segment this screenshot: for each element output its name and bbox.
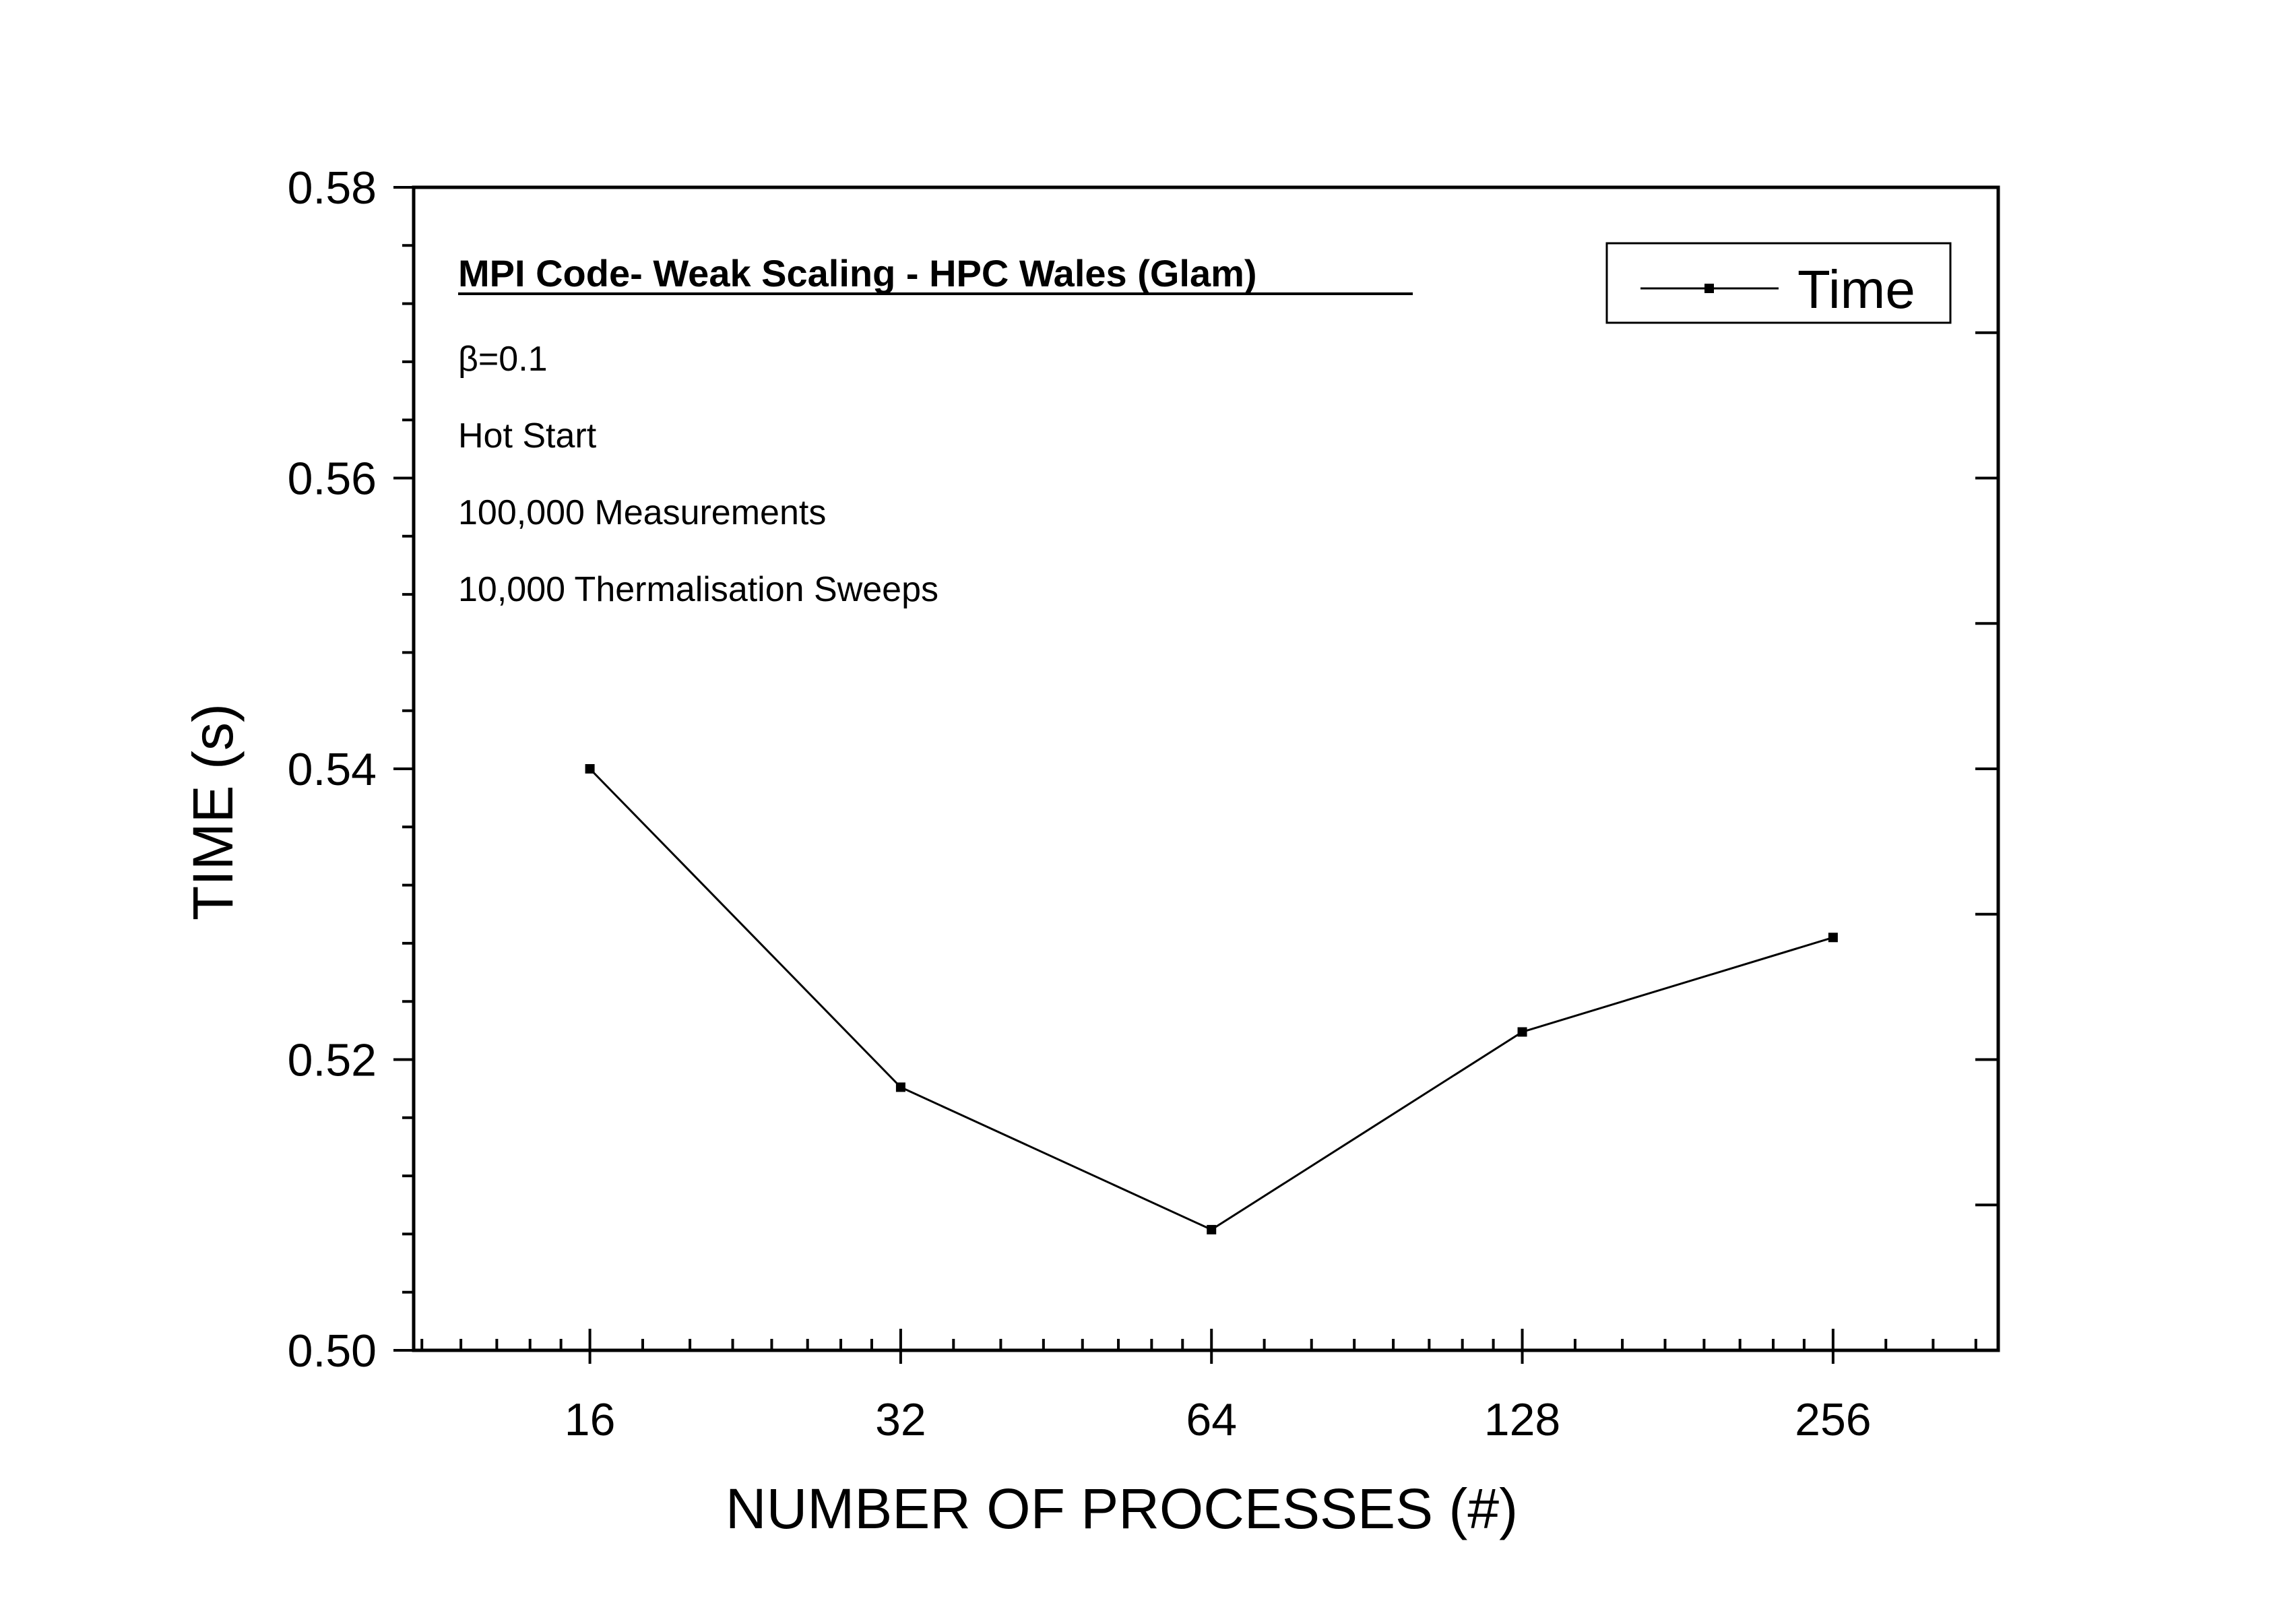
series-line-time: [589, 767, 1834, 1231]
x-tick-label: 64: [1186, 1394, 1237, 1445]
y-axis-title: TIME (s): [181, 703, 245, 920]
annotation-start: Hot Start: [458, 416, 597, 455]
legend-entry-time: Time: [1797, 259, 1915, 319]
y-tick-label: 0.58: [288, 162, 377, 214]
x-tick-label: 256: [1795, 1394, 1871, 1445]
annotation-block: MPI Code- Weak Scaling - HPC Wales (Glam…: [458, 252, 1413, 609]
labels-layer: 0.50 0.52 0.54 0.56 0.58 16 32 64 128 256: [288, 162, 1872, 1445]
ticks-layer: [393, 186, 1998, 1364]
x-tick-label: 16: [565, 1394, 616, 1445]
annotation-heading: MPI Code- Weak Scaling - HPC Wales (Glam…: [458, 252, 1257, 294]
data-point: [895, 1082, 905, 1092]
x-tick-label: 128: [1484, 1394, 1560, 1445]
data-point: [1828, 933, 1838, 943]
y-tick-label: 0.50: [288, 1325, 377, 1377]
annotation-measurements: 100,000 Measurements: [458, 493, 826, 532]
series-layer: [585, 764, 1838, 1234]
y-tick-label: 0.52: [288, 1035, 377, 1086]
y-tick-label: 0.56: [288, 453, 377, 505]
annotation-beta: β=0.1: [458, 340, 548, 379]
annotation-sweeps: 10,000 Thermalisation Sweeps: [458, 570, 938, 609]
legend: Time: [1605, 242, 1952, 324]
plot-frame: [412, 185, 2000, 1352]
data-point: [1517, 1027, 1527, 1037]
legend-marker-sample: [1704, 284, 1714, 293]
y-tick-label: 0.54: [288, 744, 377, 795]
x-axis-title: NUMBER OF PROCESSES (#): [726, 1477, 1518, 1540]
legend-box: [1605, 242, 1952, 324]
data-point: [1207, 1224, 1217, 1234]
x-tick-label: 32: [875, 1394, 926, 1445]
data-point: [585, 764, 595, 774]
